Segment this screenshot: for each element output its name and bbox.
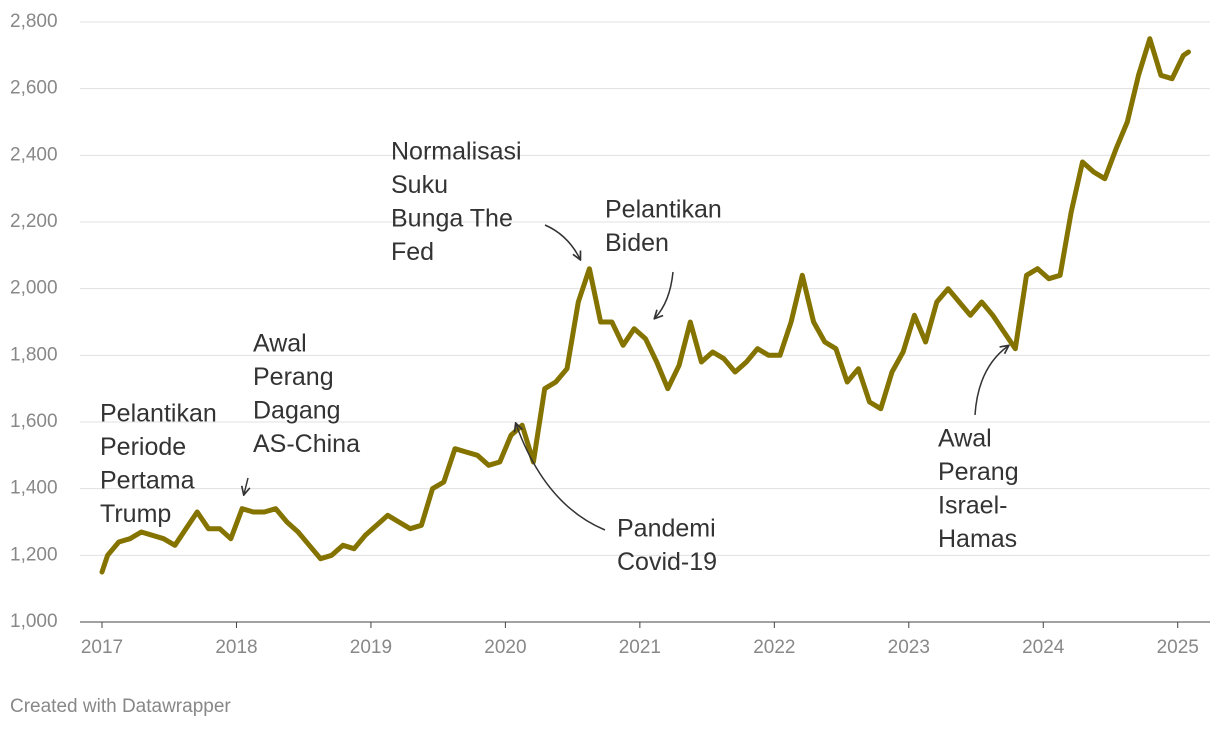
annotation: Pelantikan: [605, 196, 722, 224]
arrow: [516, 424, 606, 531]
y-tick-label: 1,000: [10, 611, 58, 632]
arrow: [244, 477, 248, 494]
annotation: AS-China: [253, 430, 360, 458]
annotation-arrows: [244, 224, 1008, 531]
annotation: Periode: [100, 433, 186, 461]
y-tick-label: 2,800: [10, 11, 58, 32]
y-tick-label: 1,400: [10, 478, 58, 499]
x-tick-label: 2022: [753, 637, 795, 658]
annotation: Awal: [938, 425, 992, 453]
x-tick-label: 2018: [215, 637, 257, 658]
annotation: Pandemi: [617, 515, 716, 543]
x-tick-label: 2023: [888, 637, 930, 658]
annotation: Covid-19: [617, 548, 717, 576]
footer: Created with Datawrapper: [10, 696, 231, 717]
annotation: Biden: [605, 229, 669, 257]
x-tick-label: 2024: [1022, 637, 1065, 658]
annotation: Awal: [253, 330, 307, 358]
x-tick-label: 2020: [484, 637, 526, 658]
annotation: Perang: [253, 363, 334, 391]
price-line: [99, 36, 1191, 575]
annotation: Dagang: [253, 397, 341, 425]
annotation: Hamas: [938, 525, 1017, 553]
y-tick-label: 2,600: [10, 78, 58, 99]
plot: 1,000 1,200 1,400 1,600 1,800 2,000 2,200 2,400…: [10, 11, 1210, 658]
y-tick-label: 1,600: [10, 411, 58, 432]
annotation: Perang: [938, 458, 1019, 486]
annotation: Pelantikan: [100, 400, 217, 428]
annotation: Pertama: [100, 467, 195, 495]
x-tick-label: 2017: [81, 637, 123, 658]
annotation: Bunga The: [391, 205, 513, 233]
y-tick-label: 2,000: [10, 278, 58, 299]
annotation: Normalisasi: [391, 138, 522, 166]
y-tick-label: 1,200: [10, 544, 58, 565]
arrow: [655, 271, 674, 318]
x-tick-label: 2019: [350, 637, 392, 658]
annotation: Suku: [391, 171, 448, 199]
annotation: Trump: [100, 500, 171, 528]
annotation: Fed: [391, 238, 434, 266]
x-tick-label: 2025: [1157, 637, 1199, 658]
arrow: [544, 224, 580, 259]
arrow: [974, 346, 1008, 416]
y-tick-label: 2,200: [10, 211, 58, 232]
x-tick-label: 2021: [619, 637, 661, 658]
y-tick-label: 1,800: [10, 344, 58, 365]
y-tick-label: 2,400: [10, 144, 58, 165]
annotation: Israel-: [938, 492, 1007, 520]
